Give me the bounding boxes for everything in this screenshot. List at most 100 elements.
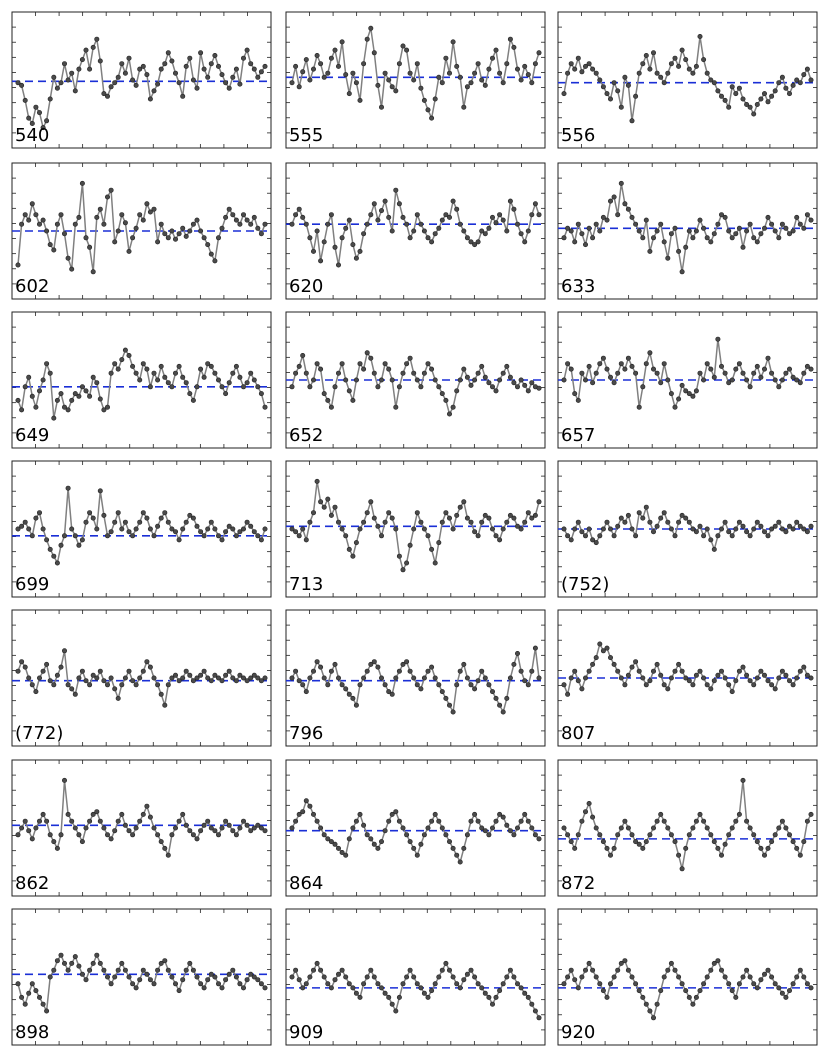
data-point — [122, 519, 128, 525]
data-point — [15, 981, 21, 987]
data-point — [511, 380, 517, 386]
data-point — [226, 668, 232, 674]
data-point — [600, 526, 606, 532]
data-point — [772, 228, 778, 234]
data-point — [711, 80, 717, 86]
data-point — [633, 839, 639, 845]
data-point — [472, 686, 478, 692]
data-point — [618, 515, 624, 521]
data-point — [665, 70, 671, 76]
data-point — [328, 839, 334, 845]
data-point — [407, 355, 413, 361]
data-point — [636, 404, 642, 410]
data-point — [661, 80, 667, 86]
data-point — [486, 682, 492, 688]
data-point — [504, 974, 510, 980]
panel-555: 555 — [285, 11, 546, 149]
data-point — [701, 981, 707, 987]
data-point — [443, 397, 449, 403]
data-point — [343, 377, 349, 383]
data-point — [400, 43, 406, 49]
data-point — [112, 686, 118, 692]
data-point — [165, 967, 171, 973]
data-point — [529, 825, 535, 831]
data-point — [572, 668, 578, 674]
data-point — [497, 537, 503, 543]
data-point — [761, 225, 767, 231]
data-point — [343, 533, 349, 539]
data-point — [790, 981, 796, 987]
data-point — [522, 990, 528, 996]
data-point — [604, 91, 610, 97]
data-point — [396, 553, 402, 559]
data-point — [708, 77, 714, 83]
data-point — [686, 832, 692, 838]
data-point — [414, 377, 420, 383]
data-point — [522, 519, 528, 525]
data-point — [615, 523, 621, 529]
data-point — [786, 832, 792, 838]
data-point — [661, 682, 667, 688]
data-point — [561, 526, 567, 532]
data-point — [40, 1001, 46, 1007]
data-point — [436, 540, 442, 546]
data-point — [790, 82, 796, 88]
data-point — [105, 194, 111, 200]
data-point — [704, 682, 710, 688]
panel-label: 602 — [15, 276, 49, 297]
data-point — [446, 839, 452, 845]
data-point — [718, 212, 724, 218]
data-point — [19, 825, 25, 831]
data-point — [439, 217, 445, 223]
data-point — [289, 526, 295, 532]
data-point — [497, 988, 503, 994]
data-point — [208, 519, 214, 525]
data-point — [568, 675, 574, 681]
data-point — [650, 529, 656, 535]
data-point — [611, 661, 617, 667]
data-point — [468, 239, 474, 245]
data-point — [704, 974, 710, 980]
data-point — [450, 974, 456, 980]
data-point — [371, 50, 377, 56]
data-point — [701, 377, 707, 383]
data-point — [335, 519, 341, 525]
data-point — [371, 841, 377, 847]
data-point — [296, 811, 302, 817]
data-point — [293, 212, 299, 218]
data-point — [482, 231, 488, 237]
panel-label: 620 — [289, 276, 323, 297]
data-point — [293, 63, 299, 69]
data-point — [507, 36, 513, 42]
data-point — [258, 231, 264, 237]
data-point — [335, 845, 341, 851]
data-point — [536, 675, 542, 681]
data-point — [432, 96, 438, 102]
data-point — [147, 814, 153, 820]
data-point — [650, 825, 656, 831]
data-point — [212, 974, 218, 980]
data-point — [486, 380, 492, 386]
data-point — [303, 981, 309, 987]
data-point — [251, 672, 257, 678]
data-point — [582, 377, 588, 383]
data-point — [346, 981, 352, 987]
panel-898: 898 — [11, 908, 272, 1046]
data-point — [529, 1001, 535, 1007]
data-point — [801, 72, 807, 78]
data-point — [744, 967, 750, 973]
data-point — [201, 66, 207, 72]
data-point — [151, 206, 157, 212]
data-point — [262, 63, 268, 69]
data-point — [514, 981, 520, 987]
series-line — [17, 650, 266, 706]
data-point — [693, 672, 699, 678]
data-point — [58, 542, 64, 548]
data-point — [536, 50, 542, 56]
data-point — [693, 388, 699, 394]
data-point — [33, 515, 39, 521]
data-point — [425, 668, 431, 674]
data-point — [697, 811, 703, 817]
data-point — [425, 361, 431, 367]
data-point — [357, 682, 363, 688]
